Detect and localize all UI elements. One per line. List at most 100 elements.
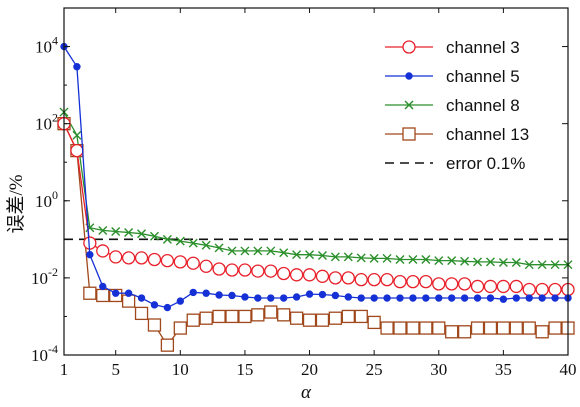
x-tick-label: 15 xyxy=(236,360,253,379)
y-tick-label: 10-4 xyxy=(31,342,58,365)
series-channel-5 xyxy=(60,42,572,312)
data-point xyxy=(147,252,162,267)
data-point xyxy=(264,264,278,278)
data-point xyxy=(535,325,549,339)
data-point xyxy=(238,309,252,324)
data-point xyxy=(189,288,197,297)
data-point xyxy=(498,258,508,268)
data-point xyxy=(511,258,521,268)
data-point xyxy=(354,309,368,324)
data-point xyxy=(215,291,223,299)
data-point xyxy=(160,253,175,268)
data-point xyxy=(147,318,162,332)
data-point xyxy=(538,294,546,302)
data-point xyxy=(302,313,317,327)
legend-label: error 0.1% xyxy=(446,154,525,173)
data-point xyxy=(499,295,508,303)
data-point xyxy=(305,250,315,260)
data-point xyxy=(419,274,433,289)
data-point xyxy=(318,290,327,299)
data-point xyxy=(173,321,187,335)
series-line xyxy=(63,46,568,309)
data-point xyxy=(212,309,226,324)
data-point xyxy=(473,257,483,267)
data-point xyxy=(509,321,523,335)
data-point xyxy=(121,251,136,265)
data-point xyxy=(134,306,149,321)
data-point xyxy=(277,308,291,322)
data-point xyxy=(186,313,200,327)
data-point xyxy=(264,305,278,319)
data-point xyxy=(72,130,82,140)
data-point xyxy=(548,321,562,335)
data-point xyxy=(382,253,392,263)
data-point xyxy=(267,294,275,302)
data-point xyxy=(228,291,236,300)
data-point xyxy=(408,254,418,264)
data-point xyxy=(550,260,560,270)
data-point xyxy=(419,321,433,335)
data-point xyxy=(315,269,330,283)
data-point xyxy=(485,257,495,267)
data-point xyxy=(404,100,414,110)
data-point xyxy=(473,294,482,302)
legend-label: channel 3 xyxy=(446,38,520,57)
data-point xyxy=(186,256,200,270)
data-point xyxy=(402,40,416,54)
data-point xyxy=(173,255,187,269)
data-point xyxy=(176,297,185,305)
data-point xyxy=(380,321,394,335)
data-point xyxy=(354,273,368,287)
data-point xyxy=(525,294,533,302)
data-point xyxy=(460,294,469,302)
data-point xyxy=(434,256,444,266)
data-point xyxy=(277,266,291,281)
data-point xyxy=(238,263,252,277)
data-point xyxy=(73,63,81,71)
data-point xyxy=(356,253,366,263)
data-point xyxy=(470,321,485,335)
data-point xyxy=(343,252,353,262)
data-point xyxy=(111,289,120,297)
data-point xyxy=(124,289,133,297)
data-point xyxy=(240,246,250,256)
data-point xyxy=(302,268,317,282)
data-point xyxy=(254,294,262,302)
data-point xyxy=(188,238,198,248)
data-point xyxy=(370,294,378,302)
data-point xyxy=(241,293,249,301)
data-point xyxy=(137,229,147,239)
data-point xyxy=(522,282,536,297)
data-point xyxy=(406,321,420,335)
data-point xyxy=(149,231,159,241)
data-point xyxy=(225,309,239,324)
data-point xyxy=(202,289,210,297)
data-point xyxy=(225,263,239,277)
data-point xyxy=(422,294,430,302)
y-tick-label: 102 xyxy=(35,111,58,134)
data-point xyxy=(395,254,405,264)
data-point xyxy=(162,234,172,244)
data-point xyxy=(251,264,265,278)
data-point xyxy=(341,309,355,324)
x-axis-label: α xyxy=(301,382,312,403)
series-layer xyxy=(57,42,575,352)
data-point xyxy=(96,244,110,258)
data-point xyxy=(344,293,353,301)
data-point xyxy=(445,325,459,339)
data-point xyxy=(432,277,446,291)
data-point xyxy=(175,236,185,246)
data-point xyxy=(405,72,413,80)
data-point xyxy=(279,248,289,258)
data-point xyxy=(266,246,276,256)
series-line xyxy=(63,111,568,266)
data-point xyxy=(212,262,226,276)
legend-item: channel 3 xyxy=(385,38,520,57)
data-point xyxy=(537,260,547,270)
data-point xyxy=(470,279,485,294)
data-point xyxy=(292,250,302,260)
data-point xyxy=(109,250,123,264)
y-tick-label: 100 xyxy=(35,188,58,211)
